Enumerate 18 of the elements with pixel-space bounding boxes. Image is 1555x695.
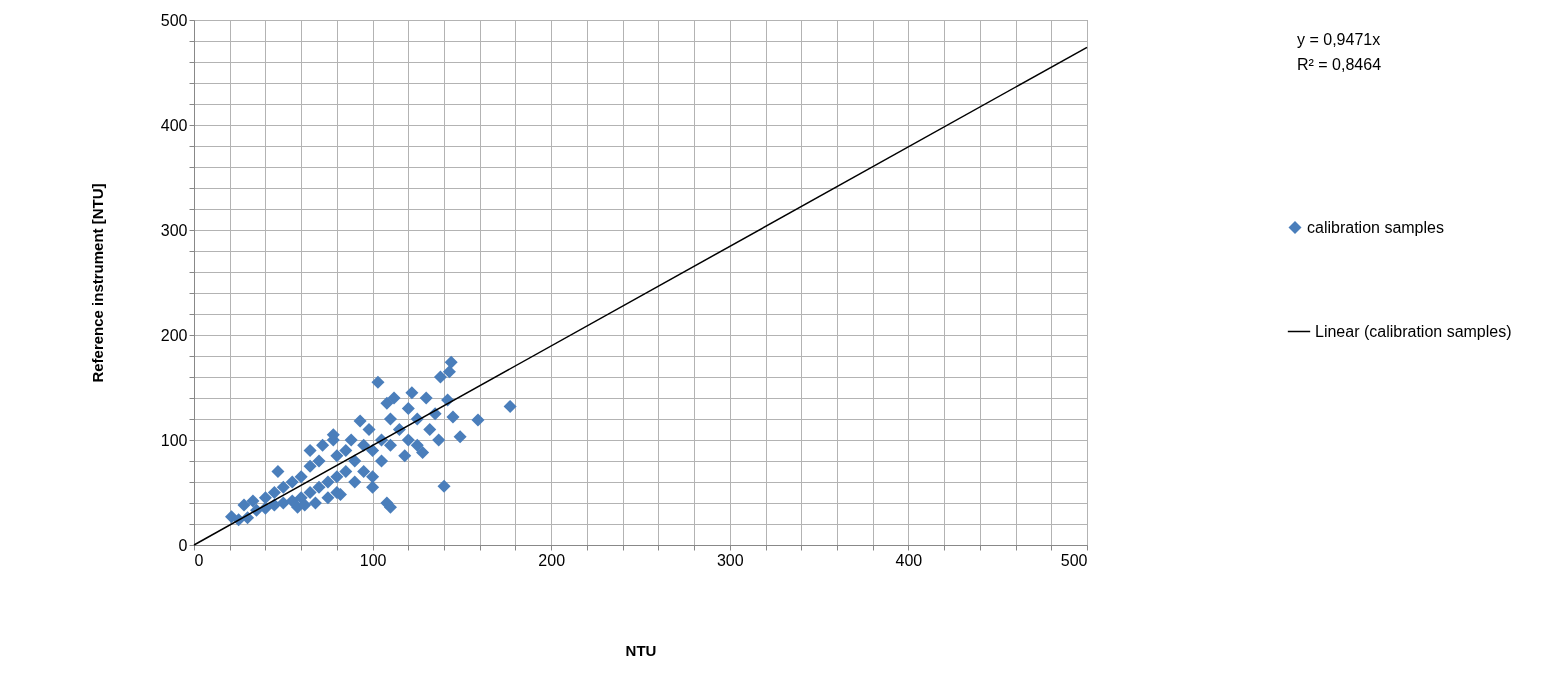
- text: y = 0,9471x: [1297, 31, 1381, 48]
- y-axis-title: Reference instrument [NTU]: [88, 183, 106, 383]
- text: R² = 0,8464: [1297, 56, 1382, 73]
- x-tick-label: 500: [1060, 551, 1088, 569]
- y-tick-label: 300: [160, 221, 188, 239]
- x-tick-label: 400: [895, 551, 923, 569]
- x-tick-label: 300: [716, 551, 744, 569]
- x-tick-label: 100: [359, 551, 387, 569]
- x-tick-label: 200: [538, 551, 566, 569]
- y-tick-label: 500: [160, 11, 188, 29]
- y-tick-label: 400: [160, 116, 188, 134]
- x-tick-label: 0: [194, 551, 204, 569]
- y-tick-label: 0: [178, 536, 188, 554]
- legend-label: Linear (calibration samples): [1315, 322, 1512, 340]
- legend-label: calibration samples: [1307, 218, 1444, 236]
- y-tick-label: 200: [160, 326, 188, 344]
- x-axis-title: NTU: [625, 641, 657, 659]
- y-tick-label: 100: [160, 431, 188, 449]
